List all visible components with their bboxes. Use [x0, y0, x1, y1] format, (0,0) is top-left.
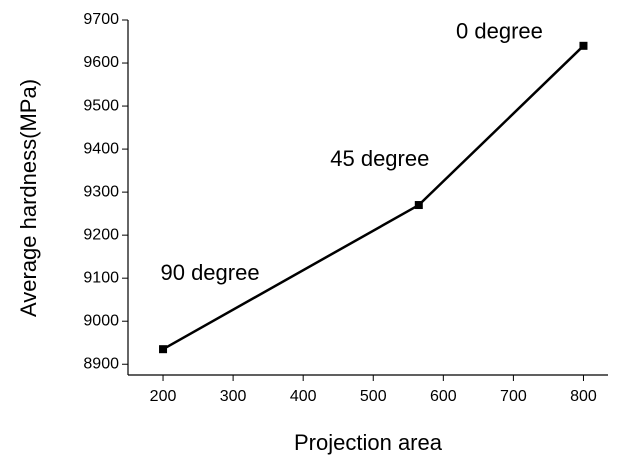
line	[162, 44, 585, 351]
y-tick-label: 9000	[83, 312, 119, 329]
x-tick-label: 500	[360, 388, 387, 405]
y-tick-label: 9100	[83, 269, 119, 286]
x-axis-label: Projection area	[294, 430, 443, 455]
y-tick-label: 9700	[83, 11, 119, 28]
y-tick-label: 9400	[83, 140, 119, 157]
annotation: 90 degree	[160, 260, 259, 285]
x-tick-label: 800	[570, 388, 597, 405]
y-tick-label: 8900	[83, 355, 119, 372]
x-tick-label: 200	[150, 388, 177, 405]
annotation: 45 degree	[330, 146, 429, 171]
marker	[159, 345, 168, 354]
x-tick-label: 400	[290, 388, 317, 405]
x-tick-label: 300	[220, 388, 247, 405]
y-axis-label: Average hardness(MPa)	[16, 79, 41, 317]
y-tick-label: 9200	[83, 226, 119, 243]
x-tick-label: 700	[500, 388, 527, 405]
x-tick-label: 600	[430, 388, 457, 405]
annotation: 0 degree	[456, 19, 543, 44]
y-tick-label: 9500	[83, 97, 119, 114]
marker	[414, 201, 423, 210]
y-tick-label: 9300	[83, 183, 119, 200]
marker	[579, 41, 588, 50]
y-tick-label: 9600	[83, 54, 119, 71]
